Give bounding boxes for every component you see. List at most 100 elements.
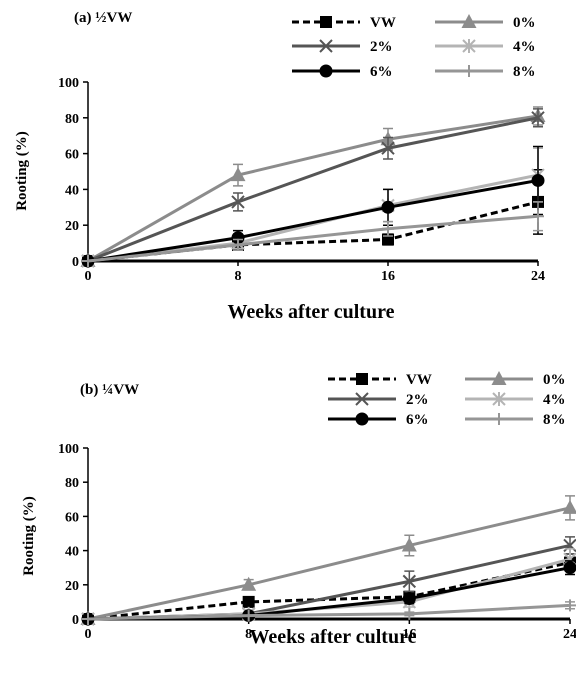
panel-b-x-tick-0: 0 — [85, 627, 92, 642]
panel-a-legend-label-4pct: 4% — [513, 39, 536, 55]
panel-a-0pct-line — [87, 114, 539, 263]
panel-a-8pct-point-0 — [82, 255, 94, 267]
panel-a-y-tick-40: 40 — [65, 183, 79, 198]
panel-a-y-tick-60: 60 — [65, 148, 79, 163]
panel-a-8pct-line — [87, 214, 539, 263]
panel-b-legend-label-0pct: 0% — [543, 372, 566, 388]
panel-a-y-tick-80: 80 — [65, 112, 79, 127]
panel-a-6pct-point-2 — [381, 200, 395, 214]
panel-b-legend-label-2pct: 2% — [406, 392, 429, 408]
panel-a-legend-label-6pct: 6% — [370, 64, 393, 80]
panel-b-8pct-point-3 — [564, 599, 576, 612]
panel-a-2pct-point-1 — [231, 195, 245, 209]
panel-a-8pct-point-1 — [232, 238, 244, 251]
panel-a-x-tick-24: 24 — [531, 269, 545, 284]
panel-b-legend-marker-4pct — [492, 392, 506, 406]
panel-b-6pct-point-3 — [563, 561, 576, 575]
panel-b-8pct-point-0 — [82, 613, 94, 625]
panel-b-legend-label-vw: VW — [406, 372, 432, 388]
panel-a-2pct-line — [87, 116, 539, 263]
panel-a-6pct-point-1 — [231, 231, 245, 245]
panel-b-legend-item-0pct: 0% — [465, 371, 566, 388]
panel-b-y-tick-20: 20 — [65, 579, 79, 594]
panel-a-x-axis-label: Weeks after culture — [227, 301, 394, 323]
panel-b-0pct-point-3 — [562, 499, 576, 514]
panel-a-series-6pct — [81, 145, 545, 268]
panel-a-2pct-point-2 — [381, 141, 395, 155]
panel-a-legend-label-vw: VW — [370, 15, 396, 31]
panel-a-legend-marker-4pct — [462, 39, 476, 53]
panel-b-8pct-point-2 — [403, 607, 416, 620]
panel-b-vw-point-1 — [242, 595, 255, 608]
panel-b-legend-marker-0pct — [491, 371, 507, 385]
panel-b-0pct-point-2 — [401, 537, 417, 552]
panel-a-legend: VW 0% 2% 4% 6% 8% — [292, 14, 536, 80]
panel-a-legend-item-6pct: 6% — [292, 64, 393, 80]
panel-b-plot — [80, 495, 576, 626]
panel-b-y-tick-80: 80 — [65, 476, 79, 491]
panel-b-legend: VW 0% 2% 4% 6% 8% — [328, 371, 566, 428]
panel-a-y-tick-100: 100 — [58, 76, 79, 91]
panel-a-y-tick-20: 20 — [65, 219, 79, 234]
panel-a-x-tick-16: 16 — [381, 269, 395, 284]
panel-b: (b) ¼VW VW 0% 2% 4% 6% 8% 0 20 40 60 80 100 0 8 16 24… — [21, 371, 576, 648]
panel-b-x-ticks: 0 8 16 24 — [85, 619, 576, 642]
panel-b-x-tick-16: 16 — [402, 627, 416, 642]
panel-b-legend-item-6pct: 6% — [328, 412, 429, 428]
panel-a-legend-label-8pct: 8% — [513, 64, 536, 80]
panel-a-legend-item-8pct: 8% — [435, 64, 536, 80]
panel-a-6pct-line — [87, 178, 539, 263]
panel-a-legend-marker-2pct — [319, 39, 333, 53]
panel-a-0pct-point-1 — [230, 167, 246, 182]
panel-a-8pct-point-3 — [532, 210, 544, 223]
panel-b-2pct-point-2 — [402, 574, 417, 589]
panel-b-y-tick-100: 100 — [58, 442, 79, 457]
panel-a-legend-item-0pct: 0% — [435, 14, 536, 31]
panel-b-legend-marker-8pct — [493, 413, 505, 425]
panel-a-legend-marker-6pct — [319, 64, 333, 78]
panel-a-legend-label-2pct: 2% — [370, 39, 393, 55]
panel-b-legend-item-4pct: 4% — [465, 392, 566, 408]
panel-a-legend-item-vw: VW — [292, 15, 396, 31]
panel-b-legend-item-2pct: 2% — [328, 392, 429, 408]
panel-b-y-tick-0: 0 — [72, 613, 79, 628]
panel-b-legend-marker-6pct — [355, 412, 369, 426]
panel-a-2pct-point-3 — [531, 111, 545, 125]
panel-b-series-8pct — [82, 599, 576, 625]
panel-b-legend-marker-2pct — [355, 392, 369, 406]
panel-a-8pct-point-2 — [382, 222, 394, 235]
panel-b-x-tick-24: 24 — [563, 627, 576, 642]
panel-a-y-axis-label: Rooting (%) — [14, 131, 30, 211]
panel-a-label: (a) ½VW — [74, 10, 132, 26]
panel-b-legend-item-vw: VW — [328, 372, 432, 388]
panel-b-legend-label-4pct: 4% — [543, 392, 566, 408]
panel-b-y-tick-60: 60 — [65, 510, 79, 525]
panel-a-x-tick-8: 8 — [235, 269, 242, 284]
panel-b-8pct-line — [87, 603, 571, 621]
panel-a-series-8pct — [82, 201, 544, 267]
panel-b-legend-label-6pct: 6% — [406, 412, 429, 428]
panel-a-y-tick-0: 0 — [72, 255, 79, 270]
panel-b-y-axis-label: Rooting (%) — [21, 496, 37, 576]
panel-b-8pct-point-1 — [242, 609, 255, 622]
panel-a-legend-label-0pct: 0% — [513, 15, 536, 31]
panel-a-legend-item-2pct: 2% — [292, 39, 393, 55]
panel-b-label: (b) ¼VW — [80, 382, 139, 398]
panel-a-legend-item-4pct: 4% — [435, 39, 536, 55]
panel-b-0pct-line — [87, 506, 571, 621]
panel-b-y-ticks: 0 20 40 60 80 100 — [58, 442, 88, 628]
panel-a-legend-marker-vw — [320, 16, 332, 28]
panel-a-legend-marker-8pct — [463, 65, 475, 77]
panel-b-vw-line — [87, 561, 571, 621]
panel-b-y-tick-40: 40 — [65, 545, 79, 560]
panel-b-legend-label-8pct: 8% — [543, 412, 566, 428]
panel-a-6pct-point-3 — [531, 173, 545, 187]
panel-a-legend-marker-0pct — [461, 14, 477, 28]
panel-b-legend-item-8pct: 8% — [465, 412, 566, 428]
panel-b-6pct-point-2 — [402, 591, 416, 605]
panel-b-legend-marker-vw — [356, 373, 368, 385]
panel-a-plot — [80, 106, 546, 268]
panel-b-x-tick-8: 8 — [245, 627, 252, 642]
panel-a-vw-line — [87, 200, 539, 263]
